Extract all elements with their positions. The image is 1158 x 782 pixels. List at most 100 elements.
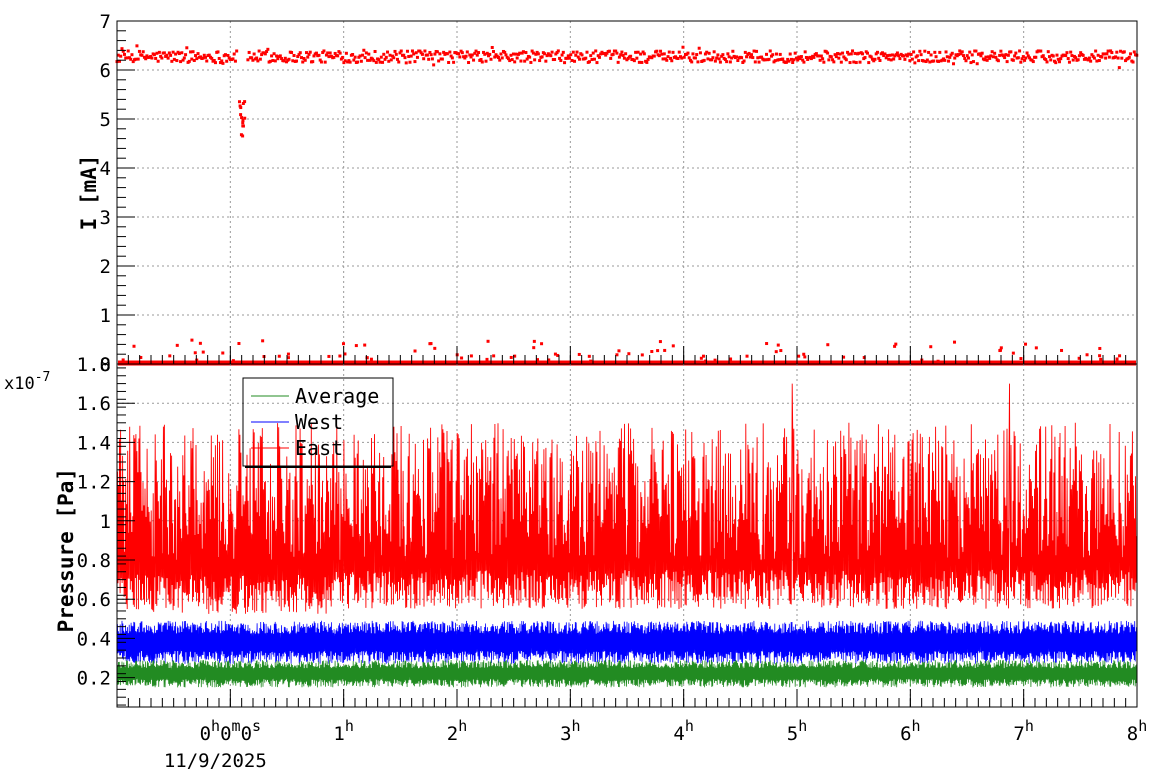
current-point	[271, 59, 275, 63]
current-point	[745, 55, 749, 59]
current-point	[594, 49, 598, 53]
current-dip-point	[237, 100, 241, 104]
current-low-point	[193, 351, 197, 355]
current-point	[576, 55, 580, 59]
current-point	[134, 57, 138, 61]
current-point	[366, 58, 370, 62]
current-point	[877, 56, 881, 60]
current-low-point	[532, 346, 536, 350]
current-point	[924, 60, 928, 64]
current-point	[498, 58, 502, 62]
current-point	[971, 60, 975, 64]
current-point	[818, 58, 822, 62]
current-point	[655, 49, 659, 53]
current-point	[296, 55, 300, 59]
current-point	[410, 49, 414, 53]
current-point	[713, 59, 717, 63]
current-point	[379, 55, 383, 59]
current-point	[489, 57, 493, 61]
current-point	[480, 60, 484, 64]
current-point	[844, 58, 848, 62]
current-point	[156, 59, 160, 63]
current-low-point	[413, 349, 417, 353]
current-point	[127, 56, 131, 60]
current-point	[681, 45, 685, 49]
current-point	[1094, 49, 1098, 53]
current-point	[1067, 60, 1071, 64]
current-point	[415, 55, 419, 59]
current-point	[162, 51, 166, 55]
current-point	[442, 50, 446, 54]
current-point	[1086, 58, 1090, 62]
current-point	[905, 54, 909, 58]
current-point	[550, 50, 554, 54]
current-point	[171, 50, 175, 54]
current-point	[646, 57, 650, 61]
current-low-point	[286, 352, 290, 356]
current-point	[867, 61, 871, 65]
current-point	[696, 60, 700, 64]
pressure-y-tick-label: 1.6	[77, 393, 111, 415]
current-point	[892, 57, 896, 61]
current-point	[529, 60, 533, 64]
current-point	[263, 52, 267, 56]
current-point	[777, 58, 781, 62]
current-low-point	[826, 343, 830, 347]
current-point	[602, 51, 606, 55]
current-point	[570, 58, 574, 62]
current-point	[1024, 56, 1028, 60]
current-point	[695, 53, 699, 57]
x-tick-label: 3h	[560, 717, 580, 745]
current-point	[726, 52, 730, 56]
current-point	[937, 59, 941, 63]
current-low-point	[587, 354, 591, 358]
current-point	[488, 52, 492, 56]
current-point	[298, 51, 302, 55]
current-point	[300, 56, 304, 60]
current-point	[270, 54, 274, 58]
current-point	[712, 50, 716, 54]
current-point	[467, 61, 471, 65]
current-low-point	[1060, 348, 1064, 352]
current-point	[1097, 59, 1101, 63]
current-low-point	[1098, 346, 1102, 350]
current-point	[852, 60, 856, 64]
current-point	[317, 53, 321, 57]
current-point	[833, 53, 837, 57]
current-point	[252, 52, 256, 56]
current-point	[953, 56, 957, 60]
current-low-point	[433, 346, 437, 350]
current-point	[897, 54, 901, 58]
current-point	[371, 57, 375, 61]
current-point	[1124, 59, 1128, 63]
current-low-point	[198, 341, 202, 345]
current-point	[794, 56, 798, 60]
current-point	[831, 58, 835, 62]
current-low-point	[1118, 354, 1122, 358]
current-point	[642, 52, 646, 56]
current-low-point	[556, 353, 560, 357]
current-point	[958, 49, 962, 53]
current-point	[356, 60, 360, 64]
current-point	[131, 60, 135, 64]
current-point	[388, 53, 392, 57]
current-low-point	[729, 357, 733, 361]
current-point	[508, 59, 512, 63]
current-point	[382, 52, 386, 56]
current-point	[326, 51, 330, 55]
current-point	[407, 55, 411, 59]
current-point	[1054, 61, 1058, 65]
current-point	[321, 51, 325, 55]
current-point	[721, 53, 725, 57]
current-point	[458, 55, 462, 59]
current-point	[190, 57, 194, 61]
current-low-point	[547, 358, 551, 362]
current-point	[890, 53, 894, 57]
current-dip-point	[241, 119, 245, 123]
current-point	[1013, 54, 1017, 58]
current-point	[889, 58, 893, 62]
current-point	[1066, 57, 1070, 61]
current-point	[1059, 57, 1063, 61]
current-point	[634, 50, 638, 54]
current-point	[474, 49, 478, 53]
